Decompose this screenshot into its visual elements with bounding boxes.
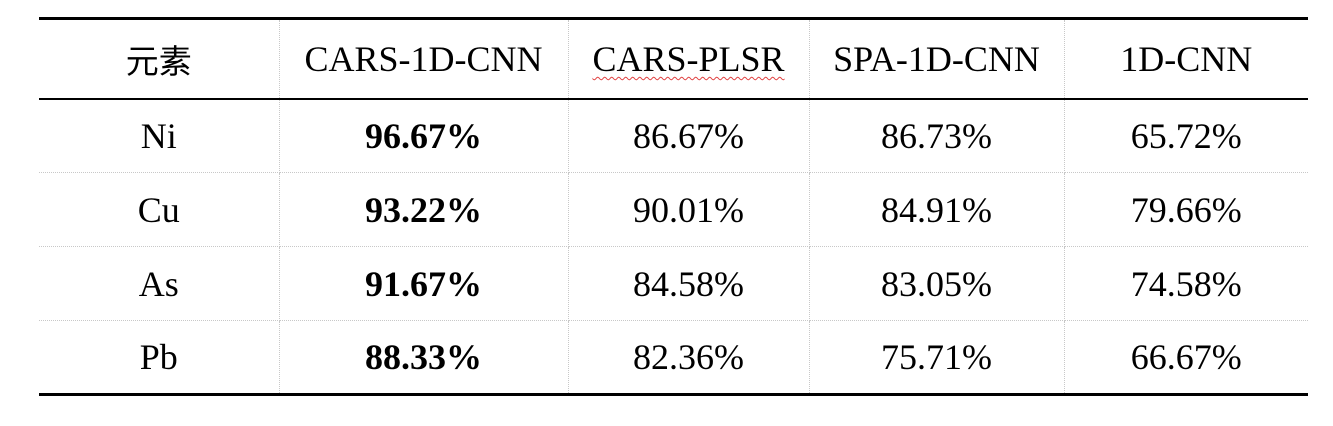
header-spa-1d-cnn: SPA-1D-CNN [808,17,1065,100]
cell-cars-plsr: 86.67% [567,98,810,173]
table-row: Ni 96.67% 86.67% 86.73% 65.72% [39,98,1308,173]
cell-element: Cu [39,172,280,247]
table-row: Pb 88.33% 82.36% 75.71% 66.67% [39,320,1308,396]
cell-1d-cnn: 65.72% [1063,98,1308,173]
cell-1d-cnn: 79.66% [1063,172,1308,247]
table-header: 元素 CARS-1D-CNN CARS-PLSR SPA-1D-CNN 1D-C… [39,17,1308,100]
cell-cars-1d-cnn: 93.22% [278,172,569,247]
cell-cars-plsr: 90.01% [567,172,810,247]
table-body: Ni 96.67% 86.67% 86.73% 65.72% Cu 93.22%… [39,98,1308,396]
results-table: 元素 CARS-1D-CNN CARS-PLSR SPA-1D-CNN 1D-C… [39,17,1308,396]
cell-1d-cnn: 74.58% [1063,246,1308,321]
cell-element: As [39,246,280,321]
cell-element: Pb [39,320,280,396]
cell-spa-1d-cnn: 86.73% [808,98,1065,173]
cell-cars-plsr: 84.58% [567,246,810,321]
cell-cars-1d-cnn: 96.67% [278,98,569,173]
results-table-container: 元素 CARS-1D-CNN CARS-PLSR SPA-1D-CNN 1D-C… [39,17,1308,396]
cell-spa-1d-cnn: 75.71% [808,320,1065,396]
cell-cars-1d-cnn: 88.33% [278,320,569,396]
cell-spa-1d-cnn: 84.91% [808,172,1065,247]
table-row: As 91.67% 84.58% 83.05% 74.58% [39,246,1308,321]
cell-spa-1d-cnn: 83.05% [808,246,1065,321]
header-row: 元素 CARS-1D-CNN CARS-PLSR SPA-1D-CNN 1D-C… [39,17,1308,100]
cell-element: Ni [39,98,280,173]
cell-1d-cnn: 66.67% [1063,320,1308,396]
cell-cars-plsr: 82.36% [567,320,810,396]
header-element: 元素 [39,17,280,100]
header-1d-cnn: 1D-CNN [1063,17,1308,100]
table-row: Cu 93.22% 90.01% 84.91% 79.66% [39,172,1308,247]
header-cars-1d-cnn: CARS-1D-CNN [278,17,569,100]
header-cars-plsr-label: CARS-PLSR [592,38,785,79]
header-cars-plsr: CARS-PLSR [567,17,810,100]
cell-cars-1d-cnn: 91.67% [278,246,569,321]
